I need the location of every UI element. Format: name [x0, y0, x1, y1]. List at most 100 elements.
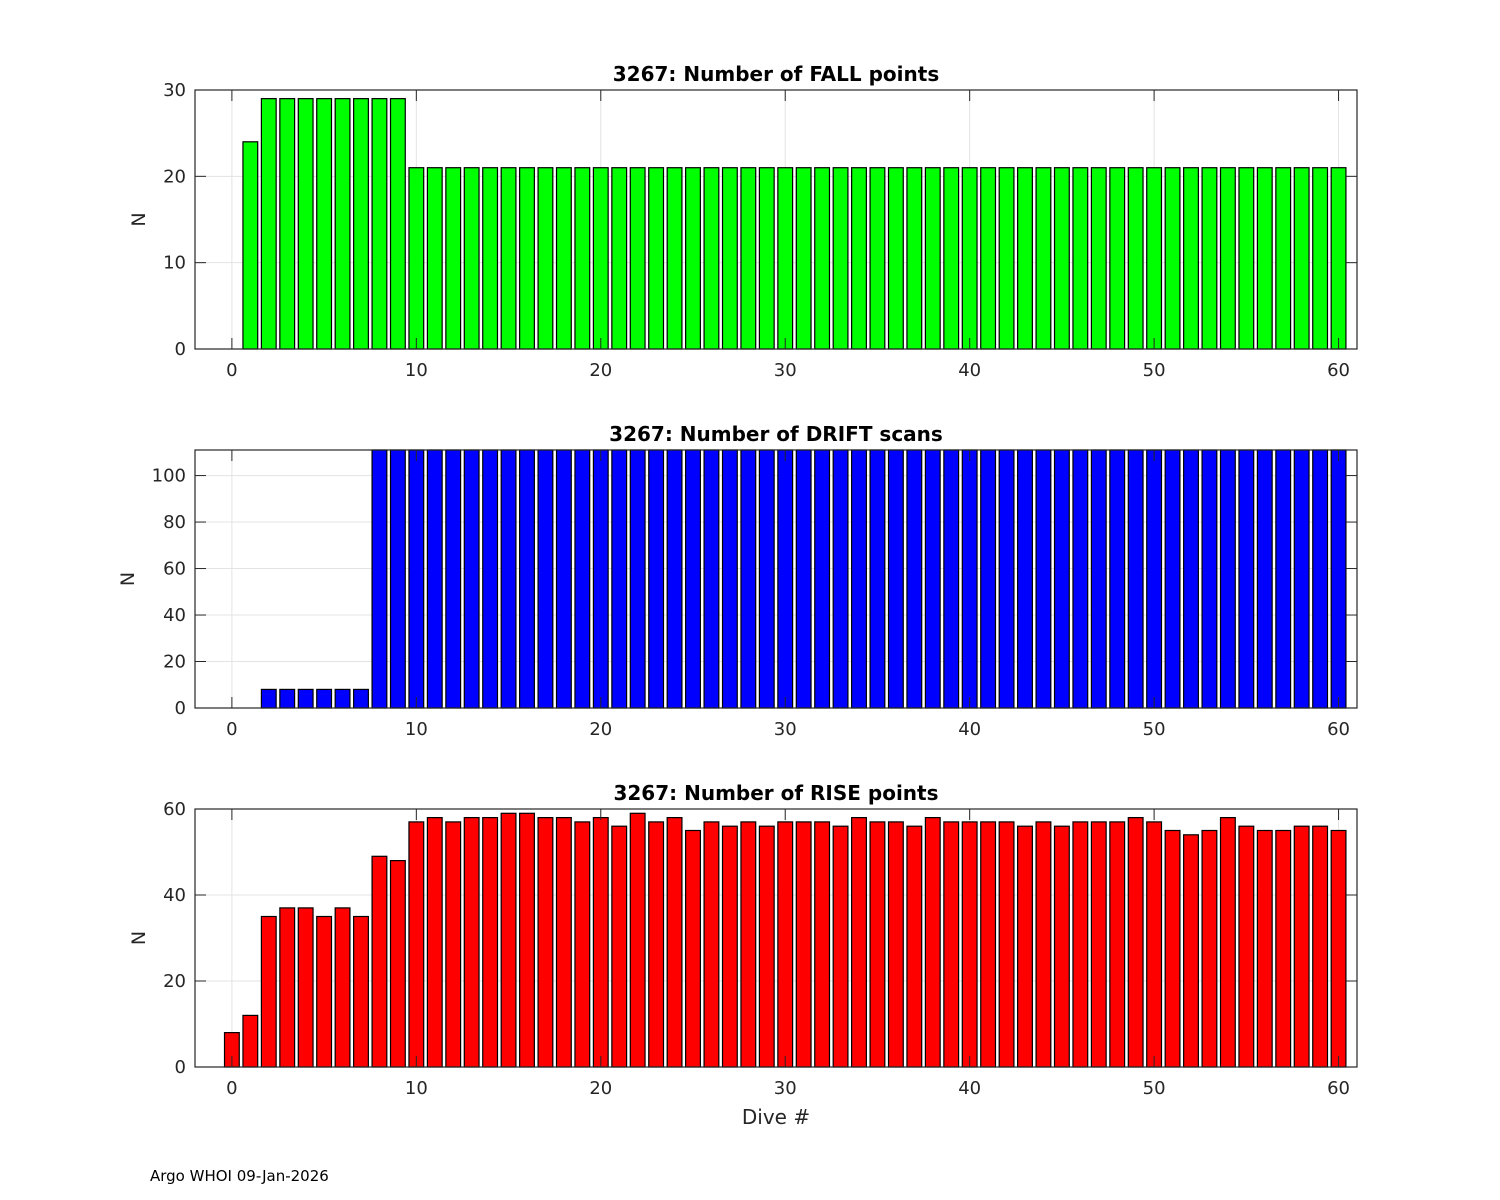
bar [998, 821, 1015, 1068]
x-tick-label: 40 [958, 1078, 981, 1099]
bar [574, 449, 591, 709]
x-tick-label: 30 [774, 1078, 797, 1099]
bar [426, 449, 443, 709]
bar [832, 825, 849, 1068]
bar [1053, 167, 1070, 350]
bar [611, 167, 628, 350]
bar [297, 688, 314, 709]
bar [1017, 167, 1033, 350]
bar [1256, 167, 1273, 350]
plot-area [195, 90, 1357, 349]
x-tick-label: 60 [1327, 360, 1350, 381]
bar [242, 141, 259, 350]
bar [1183, 449, 1199, 709]
bar [906, 449, 923, 709]
bar [1035, 821, 1052, 1068]
bar [943, 821, 960, 1068]
bar [961, 821, 978, 1068]
plot-area [195, 450, 1357, 708]
y-tick-label: 20 [163, 652, 186, 673]
y-tick-label: 0 [175, 339, 186, 360]
bar [1238, 449, 1255, 709]
bar [685, 829, 701, 1068]
y-tick-label: 0 [175, 698, 186, 719]
subplot-2: 0 10 20 30 40 50 60 0 20 40 60 80 100 3267: Number of… [117, 422, 1358, 740]
bar [629, 812, 646, 1068]
bar [260, 915, 277, 1068]
bar [943, 449, 960, 709]
bar [463, 816, 480, 1068]
bar [334, 98, 351, 350]
bar [1072, 821, 1089, 1068]
y-tick-label: 20 [163, 166, 186, 187]
axes-box [194, 449, 1358, 709]
bar [1035, 167, 1052, 350]
bar [371, 449, 388, 709]
bar [1219, 449, 1236, 709]
bar [998, 449, 1015, 709]
bar [685, 449, 701, 709]
bar [998, 167, 1015, 350]
bar [980, 821, 997, 1068]
bar [316, 915, 333, 1068]
chart-title: 3267: Number of DRIFT scans [609, 422, 943, 446]
bar [1127, 167, 1144, 350]
bar [1164, 829, 1181, 1068]
bar [740, 449, 757, 709]
bar [1293, 167, 1310, 350]
bar [371, 855, 388, 1068]
bar [1330, 167, 1347, 350]
footer-credit: Argo WHOI 09-Jan-2026 [150, 1167, 329, 1185]
x-tick-label: 50 [1143, 360, 1166, 381]
bar [260, 688, 277, 709]
bar [1090, 821, 1107, 1068]
y-tick-label: 0 [175, 1057, 186, 1078]
bar [408, 449, 425, 709]
bar [1109, 821, 1126, 1068]
x-tick-label: 10 [405, 719, 428, 740]
bar [685, 167, 701, 350]
bar [721, 825, 738, 1068]
y-tick-label: 80 [163, 512, 186, 533]
bar [389, 859, 406, 1068]
bar [814, 821, 831, 1068]
x-tick-label: 60 [1327, 1078, 1350, 1099]
bar [758, 167, 775, 350]
x-tick-label: 30 [774, 719, 797, 740]
bar [445, 449, 462, 709]
bar [869, 167, 886, 350]
bar [242, 1014, 259, 1068]
bar [1330, 829, 1347, 1068]
bar [389, 449, 406, 709]
x-tick-label: 40 [958, 719, 981, 740]
x-axis-label: Dive # [742, 1105, 810, 1129]
bar [555, 449, 572, 709]
bar [334, 907, 351, 1068]
bar [445, 821, 462, 1068]
bar [353, 688, 369, 709]
bar [592, 816, 609, 1068]
bar [721, 449, 738, 709]
bar [1146, 449, 1163, 709]
bar [297, 907, 314, 1068]
bar [887, 821, 904, 1068]
bar [279, 98, 296, 350]
bar [260, 98, 277, 350]
bar [426, 167, 443, 350]
bar [887, 167, 904, 350]
bar [851, 449, 867, 709]
y-tick-label: 20 [163, 971, 186, 992]
y-tick-label: 30 [163, 80, 186, 101]
bar [1219, 167, 1236, 350]
bar [1127, 449, 1144, 709]
x-tick-label: 20 [589, 1078, 612, 1099]
bar [371, 98, 388, 350]
bar [500, 812, 517, 1068]
x-tick-label: 10 [405, 1078, 428, 1099]
bar [482, 167, 499, 350]
bar [1072, 449, 1089, 709]
bar [1238, 167, 1255, 350]
bar [1072, 167, 1089, 350]
bar [482, 449, 499, 709]
